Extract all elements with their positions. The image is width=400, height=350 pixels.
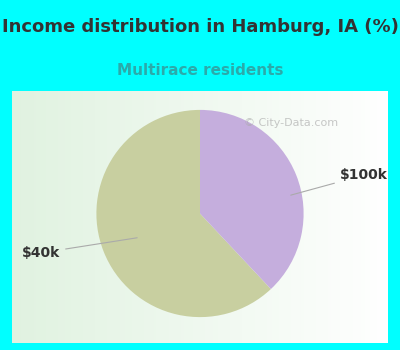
Text: Income distribution in Hamburg, IA (%): Income distribution in Hamburg, IA (%) [2,18,398,36]
Text: $40k: $40k [22,238,137,260]
Wedge shape [200,110,304,289]
Text: Multirace residents: Multirace residents [117,63,283,78]
Text: $100k: $100k [291,168,388,195]
Wedge shape [96,110,271,317]
Text: © City-Data.com: © City-Data.com [244,118,338,128]
